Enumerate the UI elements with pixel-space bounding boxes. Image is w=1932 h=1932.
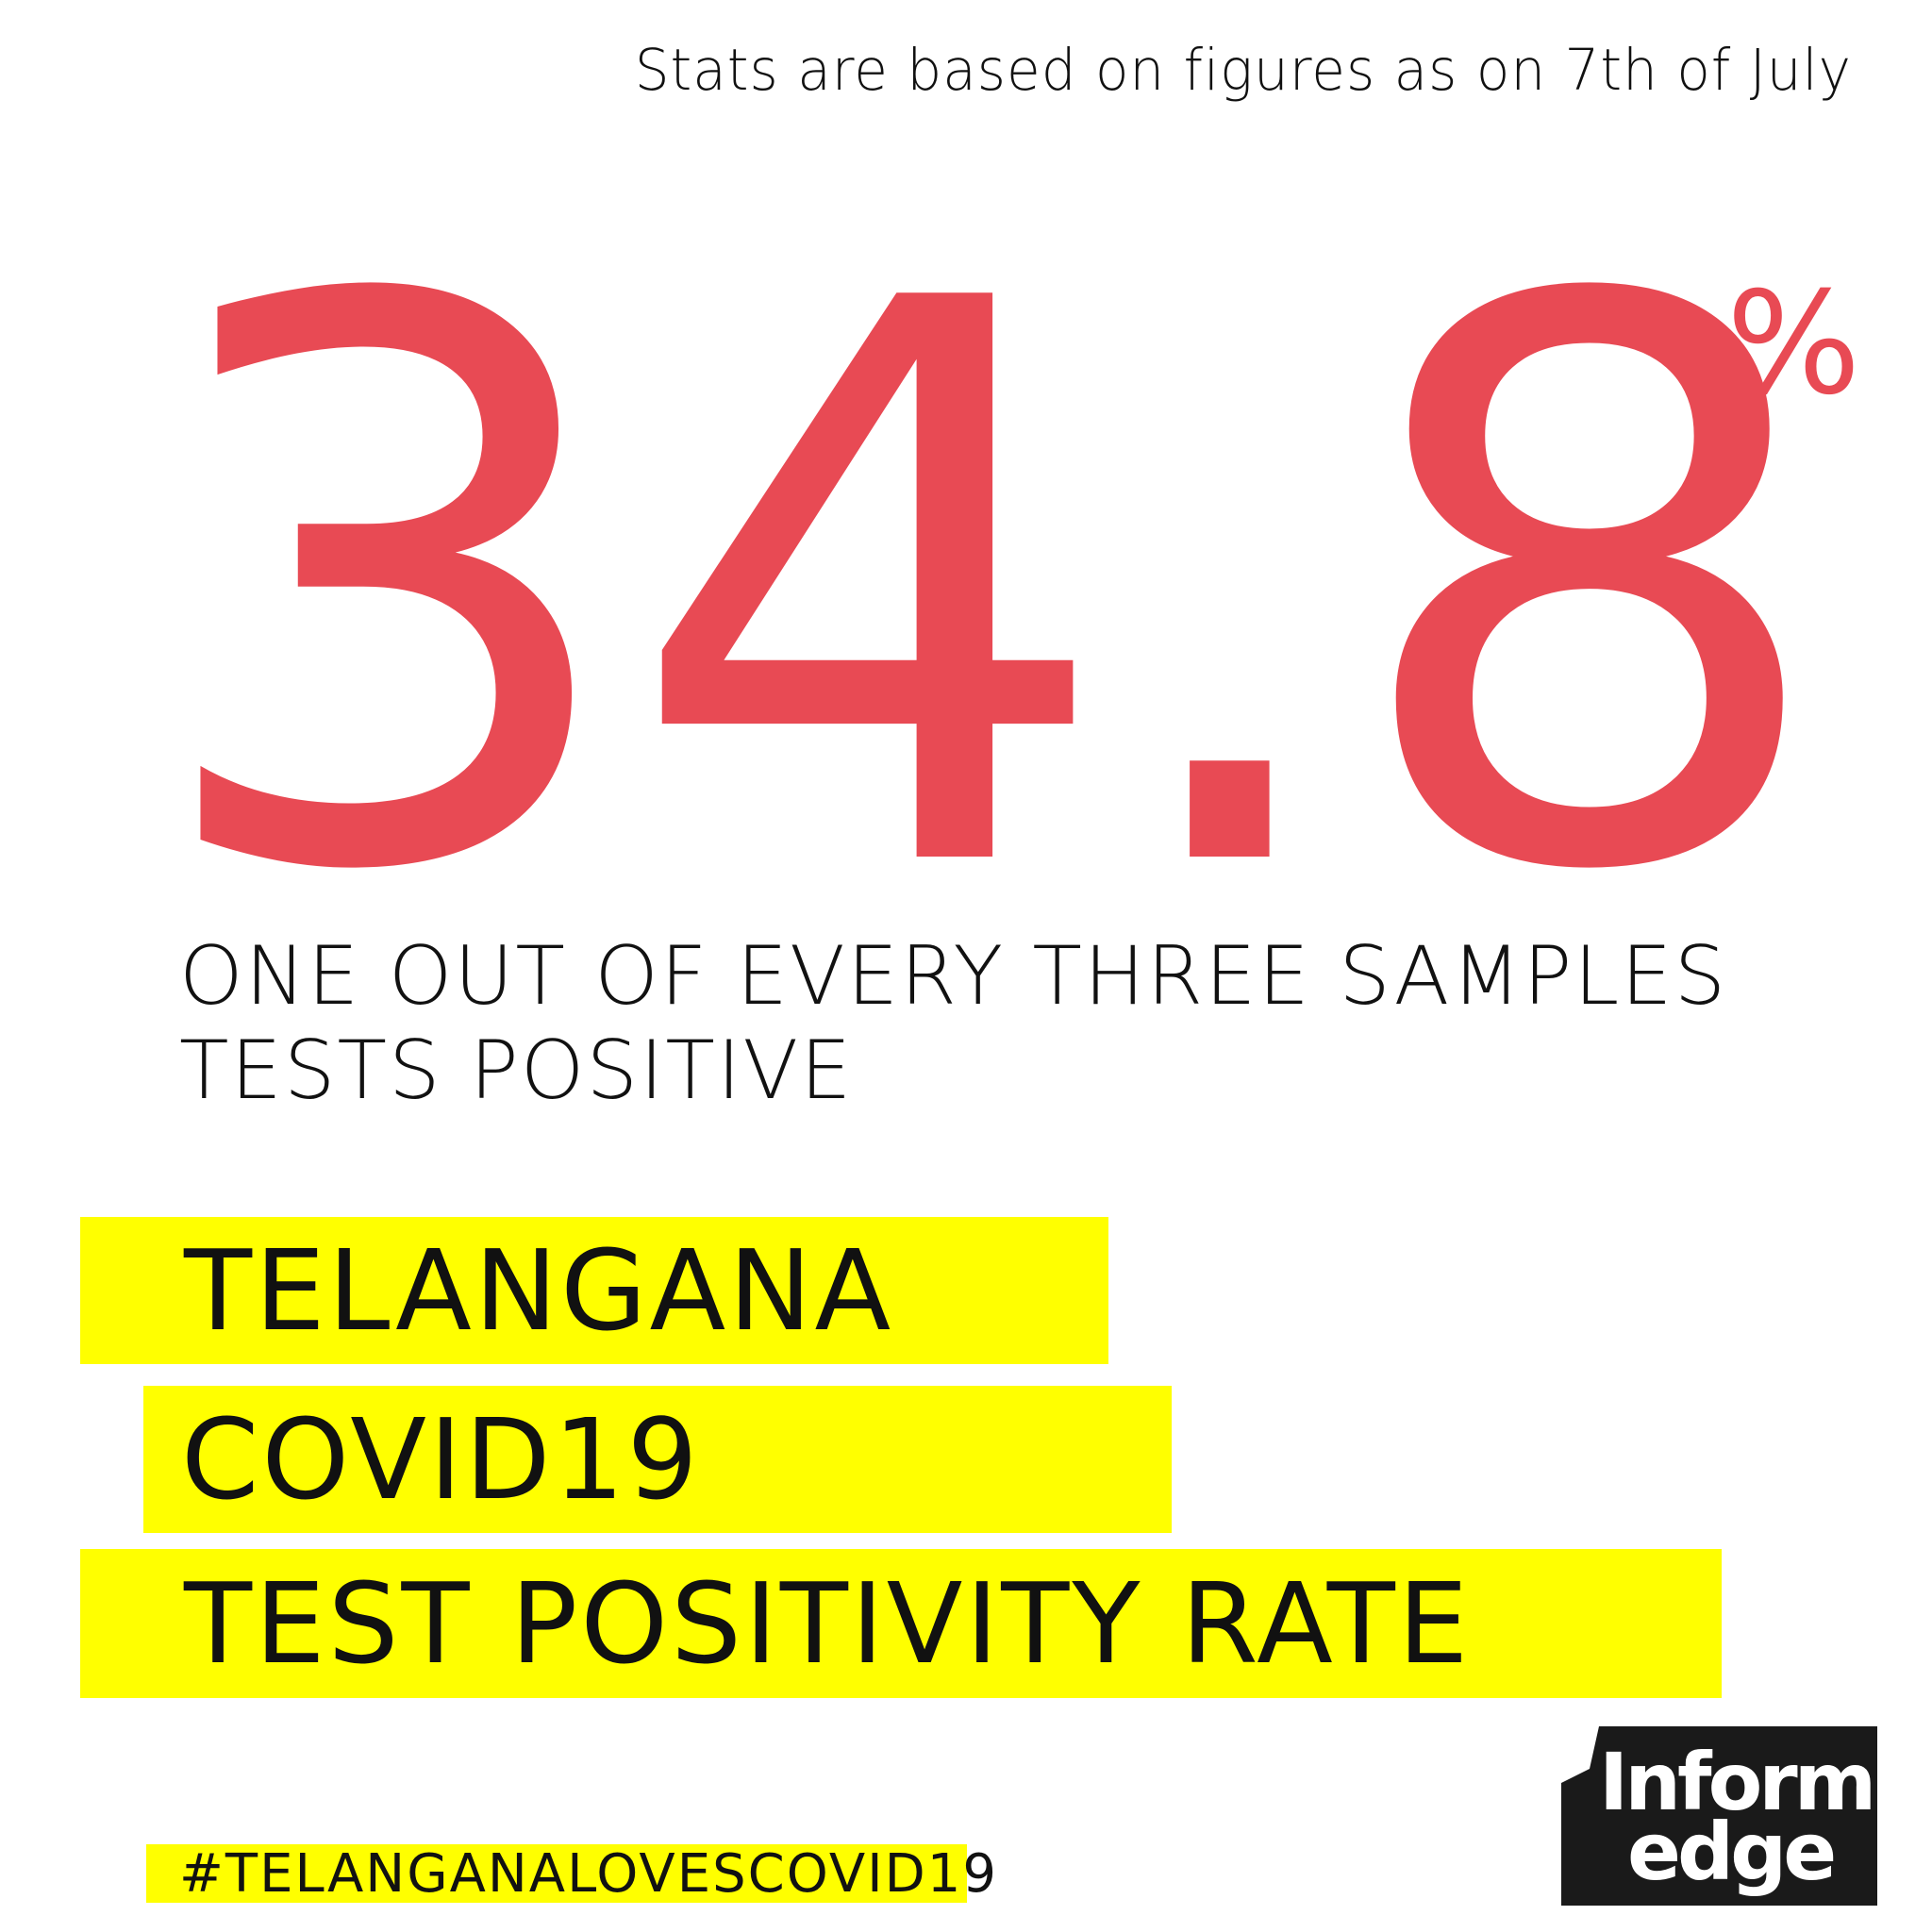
headline-line-3: TEST POSITIVITY RATE <box>184 1558 1472 1689</box>
positivity-value: 34.8 <box>142 140 1836 1040</box>
informedge-logo: Inform edge <box>1561 1726 1877 1906</box>
headline-box-3: TEST POSITIVITY RATE <box>80 1549 1722 1698</box>
logo-text-line-1: Inform <box>1599 1736 1873 1828</box>
subtitle: ONE OUT OF EVERY THREE SAMPLES TESTS POS… <box>179 929 1727 1118</box>
subtitle-line-2: TESTS POSITIVE <box>179 1024 854 1118</box>
headline-box-2: COVID19 <box>143 1386 1172 1533</box>
logo-badge <box>1561 1726 1877 1906</box>
hashtag-box: #TELANGANALOVESCOVID19 <box>146 1843 996 1905</box>
subtitle-line-1: ONE OUT OF EVERY THREE SAMPLES <box>179 929 1728 1024</box>
headline-line-2: COVID19 <box>181 1394 701 1524</box>
headline-box-1: TELANGANA <box>80 1217 1108 1364</box>
headline-line-1: TELANGANA <box>184 1225 894 1356</box>
hashtag: #TELANGANALOVESCOVID19 <box>179 1842 999 1905</box>
logo-text-line-2: edge <box>1627 1806 1833 1898</box>
date-note: Stats are based on figures as on 7th of … <box>634 36 1852 104</box>
percent-sign: % <box>1726 262 1861 426</box>
